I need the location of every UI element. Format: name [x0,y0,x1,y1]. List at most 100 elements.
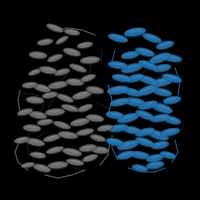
Ellipse shape [160,128,180,136]
Ellipse shape [86,114,104,122]
Ellipse shape [49,147,61,151]
Ellipse shape [155,104,170,110]
Ellipse shape [165,55,179,59]
Ellipse shape [63,48,81,56]
Ellipse shape [39,40,50,43]
Ellipse shape [162,54,182,62]
Ellipse shape [39,66,57,74]
Ellipse shape [126,89,139,93]
Ellipse shape [120,141,135,146]
Ellipse shape [90,134,106,142]
Ellipse shape [154,79,169,83]
Ellipse shape [124,98,146,106]
Ellipse shape [120,114,135,119]
Ellipse shape [156,65,168,69]
Ellipse shape [54,68,70,76]
Ellipse shape [117,140,139,150]
Ellipse shape [112,74,132,82]
Ellipse shape [163,129,177,133]
Ellipse shape [166,117,178,121]
Ellipse shape [150,53,170,63]
Ellipse shape [43,134,61,142]
Ellipse shape [26,125,38,128]
Ellipse shape [155,89,169,93]
Ellipse shape [16,138,27,141]
Ellipse shape [127,29,142,33]
Ellipse shape [26,96,44,104]
Ellipse shape [109,139,121,143]
Ellipse shape [53,121,71,129]
Ellipse shape [89,115,101,119]
Ellipse shape [77,104,93,112]
Ellipse shape [166,97,178,101]
Ellipse shape [29,97,41,100]
Ellipse shape [64,105,76,109]
Ellipse shape [106,138,124,146]
Ellipse shape [133,152,147,156]
Ellipse shape [79,144,97,152]
Ellipse shape [66,78,84,86]
Ellipse shape [160,151,176,159]
Ellipse shape [49,55,60,59]
Ellipse shape [17,108,33,116]
Ellipse shape [33,153,44,156]
Ellipse shape [46,146,64,154]
Ellipse shape [69,79,81,82]
Ellipse shape [29,111,47,119]
Ellipse shape [108,61,128,69]
Ellipse shape [56,94,74,102]
Ellipse shape [42,92,58,98]
Ellipse shape [72,65,84,70]
Ellipse shape [143,33,161,43]
Ellipse shape [109,112,121,116]
Ellipse shape [152,54,167,60]
Ellipse shape [51,162,65,165]
Ellipse shape [154,142,166,146]
Ellipse shape [24,83,36,85]
Ellipse shape [111,125,125,129]
Ellipse shape [151,77,173,87]
Ellipse shape [64,29,80,35]
Ellipse shape [146,154,164,162]
Ellipse shape [56,69,67,73]
Ellipse shape [142,61,155,67]
Ellipse shape [23,163,33,166]
Ellipse shape [140,86,155,92]
Ellipse shape [117,151,135,159]
Ellipse shape [147,130,169,140]
Ellipse shape [126,74,144,82]
Ellipse shape [156,41,174,49]
Ellipse shape [128,99,143,103]
Ellipse shape [65,149,79,153]
Ellipse shape [163,116,181,124]
Ellipse shape [33,84,51,92]
Ellipse shape [138,129,151,133]
Ellipse shape [70,118,90,126]
Ellipse shape [91,146,109,154]
Ellipse shape [32,112,44,116]
Ellipse shape [86,86,104,94]
Ellipse shape [83,57,97,60]
Ellipse shape [61,104,79,112]
Ellipse shape [25,138,45,146]
Ellipse shape [76,129,94,135]
Ellipse shape [153,64,171,72]
Ellipse shape [82,75,93,79]
Ellipse shape [153,115,167,119]
Ellipse shape [135,165,146,169]
Ellipse shape [117,113,139,123]
Ellipse shape [69,160,81,163]
Ellipse shape [151,141,169,149]
Ellipse shape [115,75,129,79]
Ellipse shape [79,105,90,109]
Ellipse shape [19,109,30,113]
Ellipse shape [93,135,104,139]
Ellipse shape [36,85,48,89]
Ellipse shape [113,99,127,103]
Ellipse shape [57,37,66,42]
Ellipse shape [82,154,98,162]
Ellipse shape [132,165,148,171]
Ellipse shape [77,42,93,48]
Ellipse shape [108,124,128,132]
Ellipse shape [46,135,58,139]
